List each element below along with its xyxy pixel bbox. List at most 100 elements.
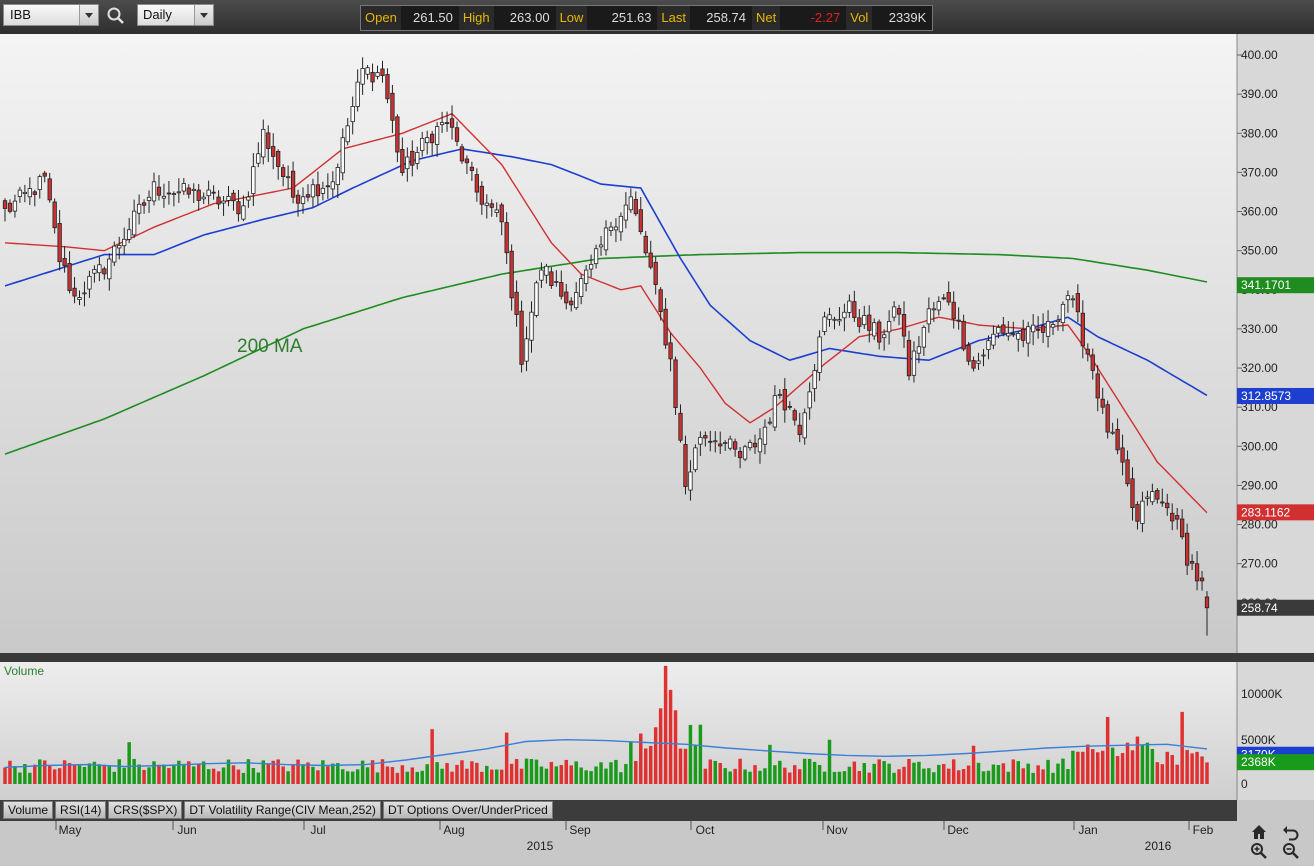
volume-bar (485, 765, 489, 784)
candle-body (896, 308, 902, 315)
candle-body (772, 395, 778, 428)
volume-bar (415, 771, 419, 784)
volume-bar (951, 759, 956, 784)
symbol-dropdown-icon[interactable] (79, 5, 98, 25)
candle-body (797, 424, 802, 436)
zoom-in-icon[interactable] (1249, 841, 1269, 861)
volume-bar (47, 765, 52, 784)
volume-bar (1031, 772, 1035, 784)
candle-body (92, 269, 97, 274)
candle-body (246, 196, 251, 201)
volume-bar (291, 764, 295, 784)
candle-body (708, 440, 713, 443)
volume-bar (713, 760, 718, 784)
volume-bar (311, 766, 315, 784)
volume-bar (370, 760, 375, 784)
volume-bar (862, 763, 867, 784)
volume-bar (584, 770, 588, 784)
symbol-input[interactable]: IBB (3, 4, 99, 26)
candle-body (176, 191, 181, 194)
volume-bar (524, 758, 529, 784)
volume-bar (837, 771, 842, 784)
volume-bar (773, 765, 777, 784)
volume-badge (1237, 754, 1314, 771)
zoom-out-icon[interactable] (1281, 841, 1301, 861)
candle-body (405, 156, 410, 170)
candle-body (559, 282, 564, 297)
volume-bar (494, 769, 499, 784)
volume-bar (331, 763, 335, 784)
volume-bar (1016, 761, 1020, 784)
indicator-tabs: Volume RSI(14) CRS($SPX) DT Volatility Rang… (3, 801, 555, 819)
volume-bar (678, 748, 683, 784)
candle-body (161, 195, 167, 199)
volume-bar (296, 759, 300, 784)
volume-bar (544, 768, 549, 784)
candle-body (141, 202, 147, 206)
volume-bar (445, 763, 449, 784)
candle-body (1016, 333, 1021, 340)
candle-body (32, 191, 37, 195)
search-icon[interactable] (106, 6, 126, 26)
indicator-tab[interactable]: RSI(14) (55, 801, 107, 819)
indicator-tab[interactable]: DT Options Over/UnderPriced (382, 801, 553, 819)
price-tick-label: 270.00 (1241, 557, 1278, 571)
undo-icon[interactable] (1281, 822, 1301, 842)
candle-body (47, 178, 52, 201)
volume-bar (614, 759, 618, 784)
indicator-tab[interactable]: DT Volatility Range(CIV Mean,252) (184, 801, 381, 819)
indicator-tab[interactable]: Volume (3, 801, 54, 819)
candle-body (653, 261, 658, 285)
volume-bar (1081, 751, 1085, 784)
candle-body (1199, 577, 1205, 582)
home-icon[interactable] (1249, 822, 1269, 842)
candle-body (425, 137, 430, 144)
candle-body (867, 314, 872, 331)
candle-body (648, 252, 653, 268)
volume-bar (92, 761, 97, 784)
candle-body (837, 319, 842, 322)
candle-body (122, 238, 127, 247)
low-value: 251.63 (587, 6, 658, 30)
price-badge (1237, 599, 1314, 616)
candle-body (132, 210, 137, 236)
volume-bar (465, 768, 469, 784)
volume-bar (1051, 772, 1055, 784)
volume-bar (385, 766, 390, 784)
volume-bar (807, 758, 812, 784)
candle-body (400, 149, 405, 174)
toolbar: IBB Daily Open 261.50 High 263.00 Low 25… (0, 0, 1314, 34)
price-volume-chart[interactable]: 400.00390.00380.00370.00360.00350.00340.… (0, 34, 1314, 861)
price-tick-label: 320.00 (1241, 361, 1278, 375)
volume-bar (1160, 764, 1165, 784)
candle-body (216, 196, 221, 205)
candle-body (509, 250, 514, 299)
candle-body (1145, 496, 1150, 499)
volume-bar (33, 764, 37, 784)
volume-bar (708, 759, 713, 784)
period-select[interactable]: Daily (137, 4, 214, 26)
candle-body (1065, 295, 1071, 301)
candle-body (886, 321, 892, 333)
candle-body (499, 204, 504, 223)
volume-bar (1110, 747, 1115, 784)
volume-bar (1056, 763, 1060, 784)
period-dropdown-icon[interactable] (194, 5, 213, 25)
volume-bar (688, 724, 693, 784)
x-axis: May Jun Jul Aug Sep Oct Nov Dec Jan Feb 2015 2016 (55, 821, 1214, 853)
indicator-tab[interactable]: CRS($SPX) (108, 801, 183, 819)
candle-body (1165, 502, 1170, 509)
volume-bar (281, 766, 285, 784)
volume-bar (256, 772, 261, 784)
volume-bar (112, 771, 117, 784)
volume-bar (663, 665, 668, 784)
volume-bar (892, 772, 896, 784)
candle-body (1204, 596, 1210, 609)
candle-body (822, 316, 827, 332)
candle-body (564, 291, 569, 304)
candle-body (484, 202, 489, 206)
volume-bar (653, 727, 658, 784)
volume-bar (827, 739, 832, 784)
volume-title: Volume (4, 664, 44, 678)
volume-bar (937, 764, 941, 784)
